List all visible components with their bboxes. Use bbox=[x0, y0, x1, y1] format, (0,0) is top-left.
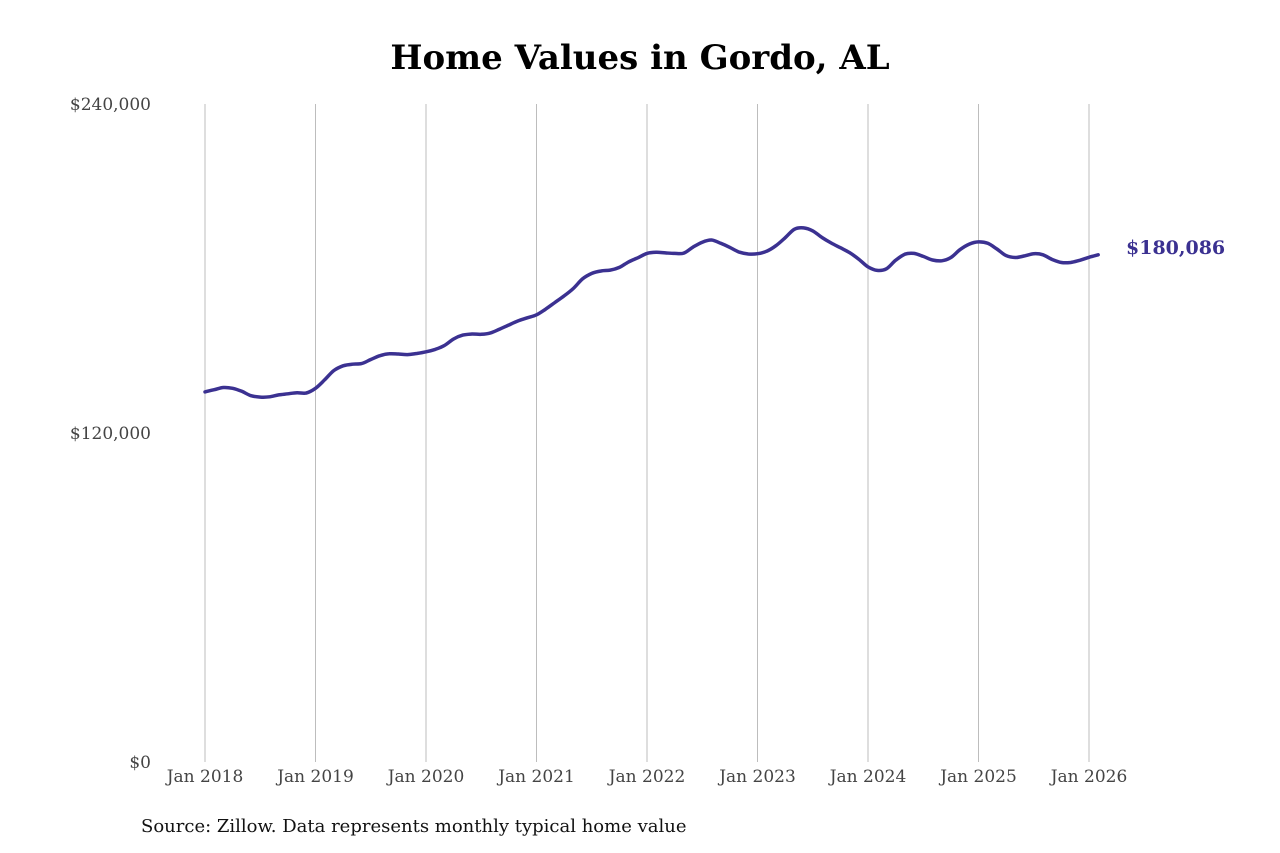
y-tick-label-240000: $240,000 bbox=[70, 95, 151, 115]
x-tick-label-2023-01: Jan 2023 bbox=[717, 767, 796, 787]
source-note: Source: Zillow. Data represents monthly … bbox=[141, 816, 687, 837]
x-tick-label-2019-01: Jan 2019 bbox=[275, 767, 354, 787]
chart-title: Home Values in Gordo, AL bbox=[390, 38, 890, 78]
y-tick-label-0: $0 bbox=[129, 753, 151, 773]
x-tick-label-2026-01: Jan 2026 bbox=[1049, 767, 1128, 787]
end-value-label: $180,086 bbox=[1126, 237, 1225, 259]
x-tick-label-2021-01: Jan 2021 bbox=[496, 767, 575, 787]
x-tick-label-2018-01: Jan 2018 bbox=[165, 767, 244, 787]
series-line bbox=[203, 226, 1100, 399]
x-tick-label-2022-01: Jan 2022 bbox=[607, 767, 686, 787]
y-axis: $0 $120,000 $240,000 bbox=[70, 95, 151, 773]
annotations: $180,086 bbox=[1126, 237, 1225, 259]
x-axis: Jan 2018 Jan 2019 Jan 2020 Jan 2021 Jan 2022… bbox=[165, 767, 1128, 787]
y-tick-label-120000: $120,000 bbox=[70, 424, 151, 444]
x-tick-label-2025-01: Jan 2025 bbox=[938, 767, 1017, 787]
series bbox=[203, 226, 1100, 399]
gridlines bbox=[204, 104, 1090, 762]
x-tick-label-2020-01: Jan 2020 bbox=[386, 767, 465, 787]
x-tick-label-2024-01: Jan 2024 bbox=[828, 767, 907, 787]
